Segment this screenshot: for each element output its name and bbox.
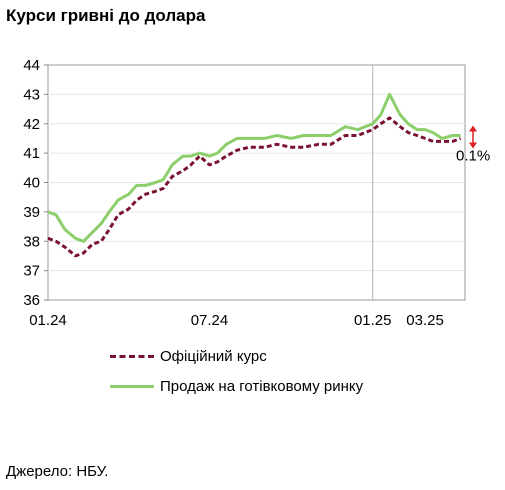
x-axis: 01.24 07.24 01.25 03.25 [29,312,444,329]
y-tick-label: 39 [23,204,40,221]
series-line-cash [47,92,461,243]
legend-swatch-cash [110,385,154,388]
series-layer [47,92,462,258]
y-tick-label: 41 [23,145,40,162]
y-tick-label: 37 [23,263,40,280]
y-tick-label: 36 [23,292,40,309]
y-axis: 36 37 38 39 40 41 42 43 44 [23,57,48,309]
annotation-label: 0.1% [456,147,490,164]
legend-label-cash: Продаж на готівковому ринку [160,378,364,395]
y-tick-label: 38 [23,233,40,250]
chart-title: Курси гривні до долара [6,6,206,25]
source-note: Джерело: НБУ. [6,463,109,480]
x-tick-label: 07.24 [191,312,229,329]
x-tick-label: 01.25 [354,312,392,329]
grid-layer [48,65,465,300]
y-tick-label: 40 [23,175,40,192]
y-tick-label: 43 [23,86,40,103]
x-tick-label: 01.24 [29,312,67,329]
legend-swatch-official [110,355,154,358]
series-line-official [47,116,462,258]
y-tick-label: 44 [23,57,40,74]
annotation-arrow-head-down [469,142,477,149]
annotation-arrow-head-up [469,125,477,132]
x-tick-label: 03.25 [406,312,444,329]
legend-item-cash: Продаж на готівковому ринку [110,378,363,395]
legend-label-official: Офіційний курс [160,348,267,365]
y-tick-label: 42 [23,116,40,133]
legend-item-official: Офіційний курс [110,348,267,365]
annotation-layer: 0.1% [456,125,490,164]
